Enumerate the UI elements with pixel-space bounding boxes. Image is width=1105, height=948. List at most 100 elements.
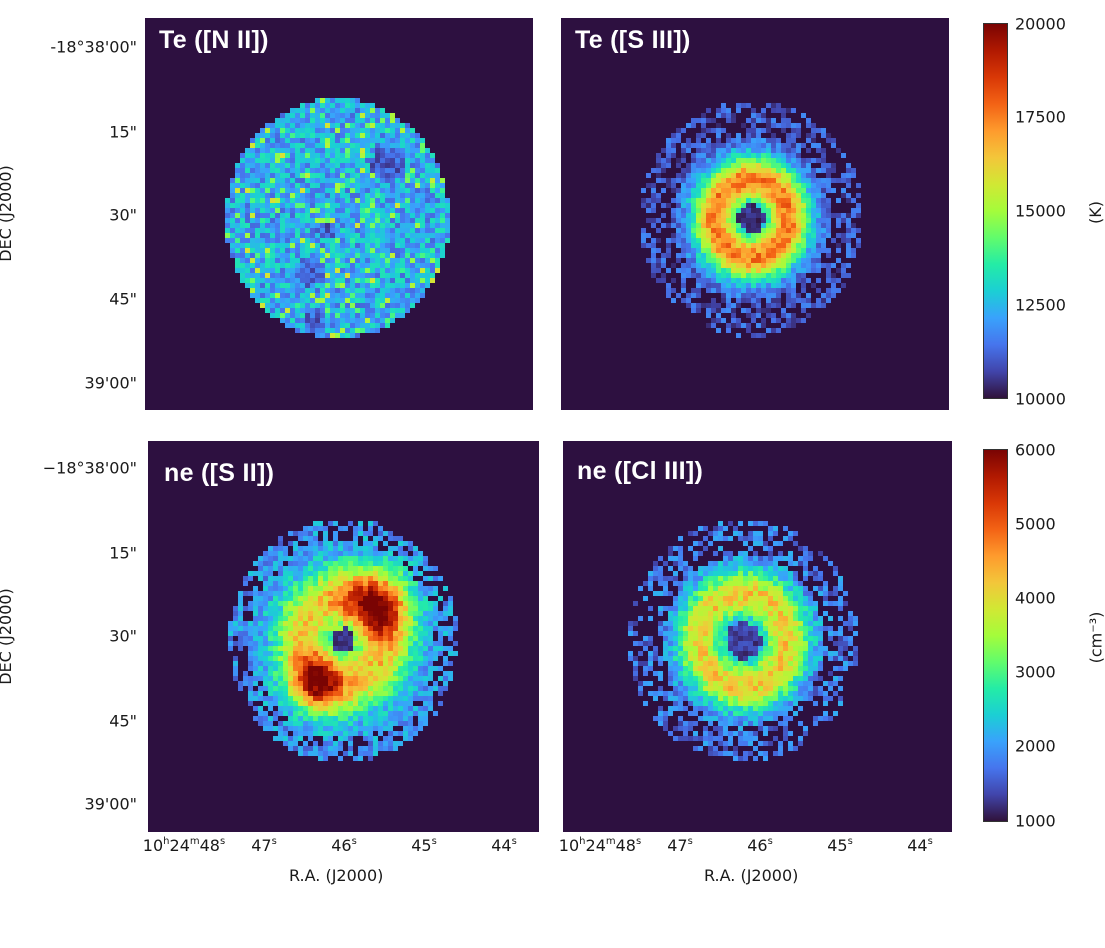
heatmap-cell	[305, 308, 310, 313]
heatmap-cell	[310, 213, 315, 218]
heatmap-cell	[425, 233, 430, 238]
heatmap-cell	[778, 566, 783, 571]
heatmap-cell	[335, 163, 340, 168]
heatmap-cell	[678, 606, 683, 611]
heatmap-cell	[701, 173, 706, 178]
heatmap-cell	[293, 681, 298, 686]
heatmap-cell	[330, 268, 335, 273]
heatmap-cell	[325, 148, 330, 153]
heatmap-cell	[258, 556, 263, 561]
heatmap-cell	[338, 621, 343, 626]
heatmap-cell	[333, 536, 338, 541]
heatmap-cell	[380, 303, 385, 308]
heatmap-cell	[811, 238, 816, 243]
heatmap-cell	[420, 238, 425, 243]
heatmap-cell	[781, 143, 786, 148]
heatmap-cell	[428, 606, 433, 611]
heatmap-cell	[773, 526, 778, 531]
heatmap-cell	[410, 288, 415, 293]
heatmap-cell	[355, 158, 360, 163]
heatmap-cell	[698, 566, 703, 571]
heatmap-cell	[811, 173, 816, 178]
heatmap-cell	[816, 228, 821, 233]
heatmap-cell	[736, 238, 741, 243]
heatmap-cell	[383, 741, 388, 746]
heatmap-cell	[290, 158, 295, 163]
heatmap-cell	[418, 596, 423, 601]
heatmap-cell	[653, 576, 658, 581]
heatmap-cell	[718, 591, 723, 596]
heatmap-cell	[228, 621, 233, 626]
heatmap-cell	[851, 213, 856, 218]
heatmap-cell	[343, 701, 348, 706]
heatmap-cell	[751, 168, 756, 173]
heatmap-cell	[711, 318, 716, 323]
heatmap-cell	[736, 178, 741, 183]
heatmap-cell	[370, 188, 375, 193]
heatmap-cell	[305, 143, 310, 148]
heatmap-cell	[766, 278, 771, 283]
heatmap-cell	[280, 303, 285, 308]
heatmap-cell	[736, 173, 741, 178]
heatmap-cell	[330, 303, 335, 308]
heatmap-cell	[761, 273, 766, 278]
heatmap-cell	[806, 233, 811, 238]
heatmap-cell	[298, 566, 303, 571]
heatmap-cell	[418, 721, 423, 726]
heatmap-cell	[288, 716, 293, 721]
heatmap-cell	[248, 656, 253, 661]
heatmap-cell	[280, 223, 285, 228]
heatmap-cell	[365, 273, 370, 278]
heatmap-cell	[428, 686, 433, 691]
heatmap-cell	[811, 218, 816, 223]
heatmap-cell	[415, 198, 420, 203]
heatmap-cell	[743, 551, 748, 556]
heatmap-cell	[756, 153, 761, 158]
heatmap-cell	[683, 611, 688, 616]
heatmap-cell	[243, 581, 248, 586]
heatmap-cell	[413, 636, 418, 641]
heatmap-cell	[701, 118, 706, 123]
heatmap-cell	[345, 138, 350, 143]
heatmap-cell	[345, 238, 350, 243]
heatmap-cell	[766, 243, 771, 248]
heatmap-cell	[418, 606, 423, 611]
heatmap-cell	[748, 531, 753, 536]
heatmap-cell	[323, 706, 328, 711]
heatmap-cell	[268, 706, 273, 711]
heatmap-cell	[350, 168, 355, 173]
heatmap-cell	[736, 148, 741, 153]
heatmap-cell	[758, 561, 763, 566]
heatmap-cell	[358, 556, 363, 561]
heatmap-cell	[380, 203, 385, 208]
heatmap-cells	[225, 98, 450, 338]
heatmap-cell	[320, 128, 325, 133]
heatmap-cell	[738, 536, 743, 541]
heatmap-cell	[726, 258, 731, 263]
heatmap-cell	[230, 253, 235, 258]
heatmap-cell	[438, 631, 443, 636]
heatmap-cell	[798, 591, 803, 596]
heatmap-cell	[253, 696, 258, 701]
heatmap-cell	[285, 183, 290, 188]
heatmap-cell	[285, 133, 290, 138]
heatmap-cell	[405, 268, 410, 273]
heatmap-cell	[323, 576, 328, 581]
heatmap-cell	[791, 268, 796, 273]
heatmap-cell	[275, 118, 280, 123]
heatmap-cell	[313, 676, 318, 681]
heatmap-cell	[305, 273, 310, 278]
heatmap-cell	[275, 198, 280, 203]
heatmap-cell	[355, 278, 360, 283]
heatmap-cell	[328, 546, 333, 551]
heatmap-cell	[378, 651, 383, 656]
heatmap-cell	[703, 581, 708, 586]
heatmap-cell	[275, 218, 280, 223]
heatmap-cell	[393, 546, 398, 551]
heatmap-cell	[758, 566, 763, 571]
heatmap-cell	[370, 298, 375, 303]
heatmap-cell	[308, 606, 313, 611]
heatmap-cell	[701, 178, 706, 183]
heatmap-cell	[721, 128, 726, 133]
heatmap-cell	[280, 243, 285, 248]
